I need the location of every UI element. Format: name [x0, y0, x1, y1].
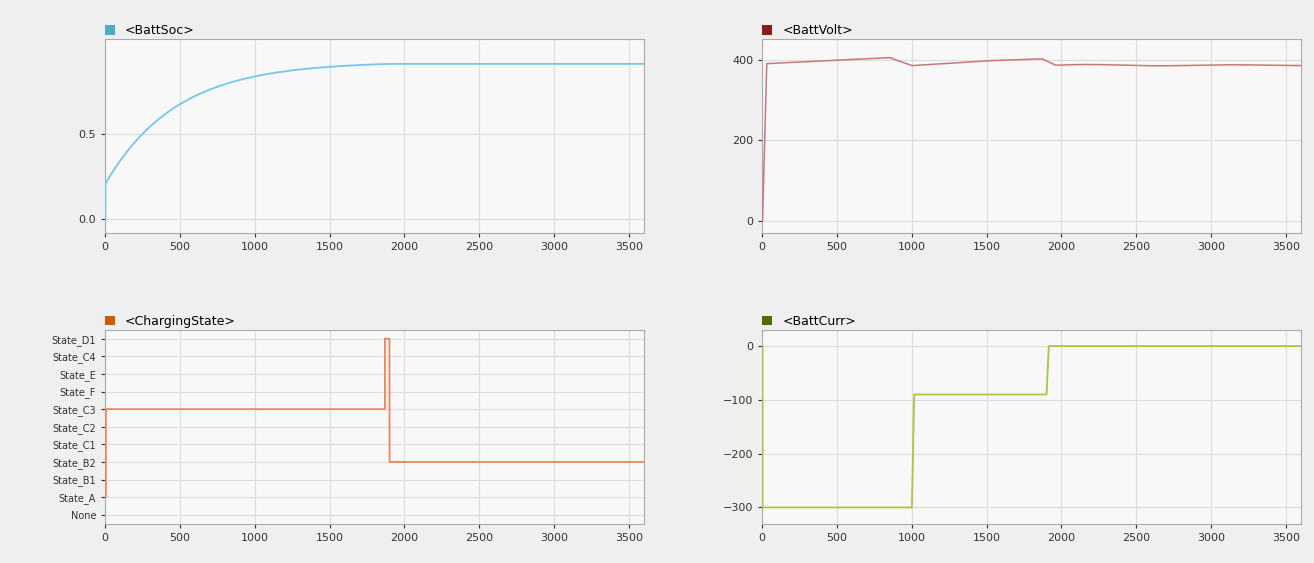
- Legend: <BattSoc>: <BattSoc>: [105, 24, 194, 38]
- Legend: <BattCurr>: <BattCurr>: [762, 315, 855, 328]
- Legend: <ChargingState>: <ChargingState>: [105, 315, 237, 328]
- Legend: <BattVolt>: <BattVolt>: [762, 24, 853, 38]
